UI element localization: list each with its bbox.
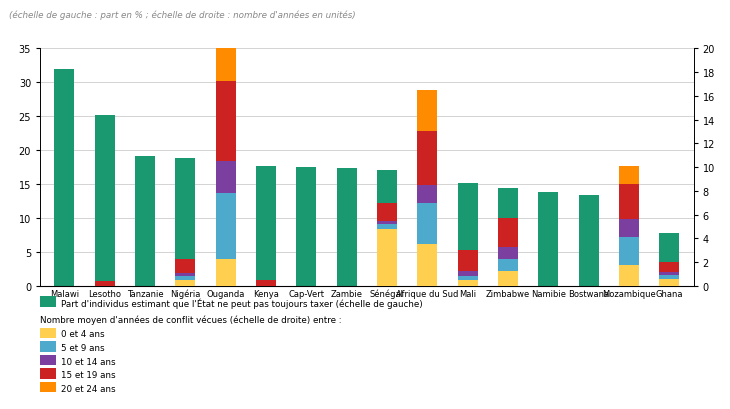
Text: 5 et 9 ans: 5 et 9 ans xyxy=(61,343,104,352)
Text: Nombre moyen d'années de conflit vécues (échelle de droite) entre :: Nombre moyen d'années de conflit vécues … xyxy=(40,315,342,325)
Bar xyxy=(498,247,518,259)
Bar xyxy=(659,276,680,279)
Bar xyxy=(458,281,477,286)
Bar xyxy=(619,166,639,184)
Bar xyxy=(418,91,437,132)
Bar xyxy=(215,82,236,162)
Bar xyxy=(175,158,196,286)
Bar xyxy=(458,251,477,271)
Text: (échelle de gauche : part en % ; échelle de droite : nombre d'années en unités): (échelle de gauche : part en % ; échelle… xyxy=(9,10,356,20)
Text: Part d'individus estimant que l'État ne peut pas toujours taxer (échelle de gauc: Part d'individus estimant que l'État ne … xyxy=(61,297,423,308)
Bar xyxy=(256,167,276,286)
Bar xyxy=(215,259,236,286)
Bar xyxy=(659,263,680,272)
Text: 20 et 24 ans: 20 et 24 ans xyxy=(61,384,115,393)
Bar xyxy=(215,166,236,286)
Bar xyxy=(337,169,357,286)
Bar xyxy=(418,186,437,203)
Bar xyxy=(418,179,437,286)
Bar xyxy=(377,229,397,286)
Bar xyxy=(296,168,316,286)
Bar xyxy=(619,265,639,286)
Bar xyxy=(215,162,236,194)
Bar xyxy=(458,277,477,281)
Bar xyxy=(95,281,115,286)
Bar xyxy=(498,259,518,271)
Bar xyxy=(135,157,155,286)
Bar xyxy=(377,221,397,225)
Bar xyxy=(175,259,196,273)
Bar xyxy=(54,70,74,286)
Bar xyxy=(619,238,639,265)
Bar xyxy=(498,219,518,247)
Bar xyxy=(175,277,196,281)
Bar xyxy=(619,200,639,286)
Text: 0 et 4 ans: 0 et 4 ans xyxy=(61,330,104,339)
Bar xyxy=(418,203,437,245)
Bar xyxy=(215,194,236,259)
Bar xyxy=(619,184,639,220)
Bar xyxy=(498,189,518,286)
Bar xyxy=(175,273,196,277)
Bar xyxy=(215,0,236,82)
Bar xyxy=(175,281,196,286)
Bar xyxy=(619,220,639,238)
Text: 10 et 14 ans: 10 et 14 ans xyxy=(61,357,115,366)
Bar xyxy=(95,115,115,286)
Bar xyxy=(377,225,397,229)
Bar xyxy=(377,203,397,221)
Bar xyxy=(458,183,477,286)
Bar xyxy=(579,196,599,286)
Bar xyxy=(458,271,477,277)
Bar xyxy=(418,245,437,286)
Bar xyxy=(498,271,518,286)
Text: 15 et 19 ans: 15 et 19 ans xyxy=(61,370,115,379)
Bar xyxy=(256,281,276,286)
Bar xyxy=(538,193,558,286)
Bar xyxy=(659,234,680,286)
Bar xyxy=(659,279,680,286)
Bar xyxy=(377,171,397,286)
Bar xyxy=(418,132,437,186)
Bar xyxy=(659,272,680,276)
